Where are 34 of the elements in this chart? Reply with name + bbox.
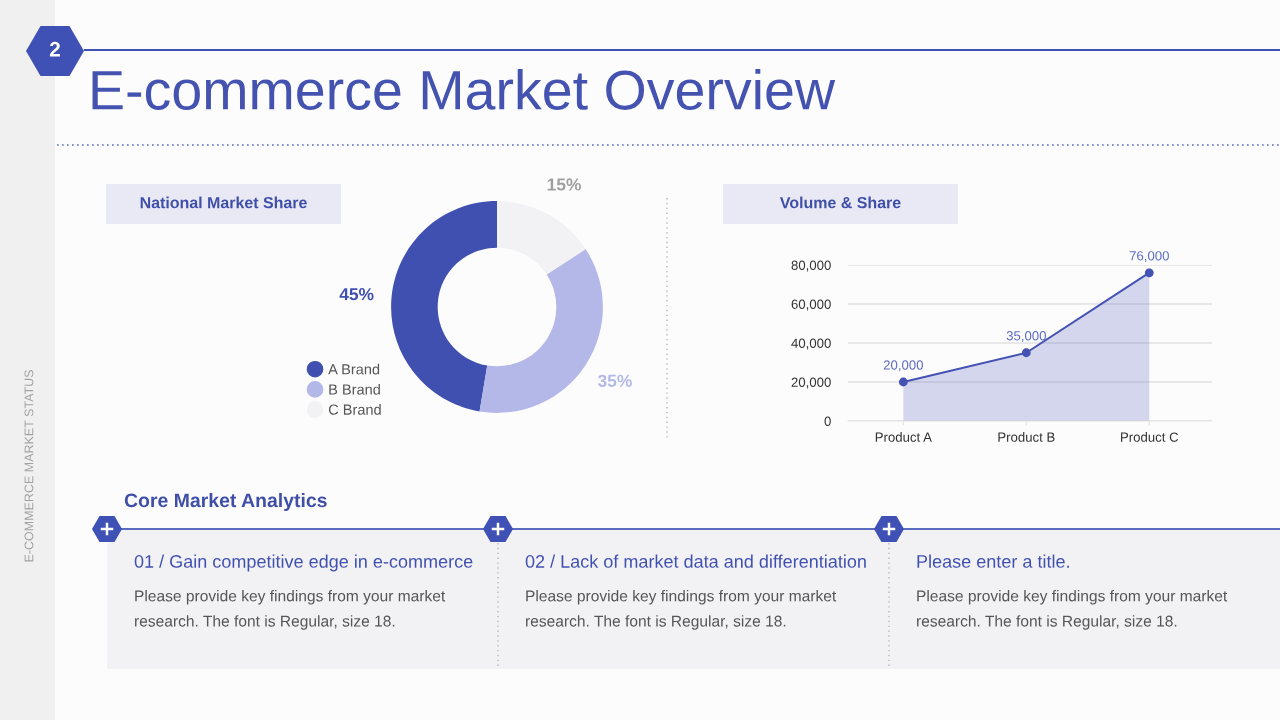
text: Please enter a title.: [917, 554, 1069, 568]
y-tick-label: 60,000: [791, 299, 831, 311]
x-tick-label: Product B: [998, 432, 1055, 442]
y-tick-label: 80,000: [791, 260, 831, 272]
text: Please provide key findings from your market research. The font is Regular, size 18.: [526, 590, 837, 630]
text: 2: [49, 41, 60, 57]
text: Core Market Analytics: [124, 492, 327, 512]
data-label: 76,000: [1129, 251, 1169, 263]
text: Please provide key findings from your market research. The font is Regular, size 18.: [135, 590, 446, 630]
data-label: 20,000: [883, 360, 923, 372]
legend-label: A Brand: [328, 363, 380, 375]
text: E-COMMERCE MARKET STATUS: [24, 370, 34, 562]
text: 02 / Lack of market data and differentiation: [525, 554, 866, 568]
text: E-commerce Market Overview: [92, 69, 836, 110]
legend-label: C Brand: [328, 404, 381, 415]
donut-slice: [497, 201, 586, 275]
x-tick-label: Product A: [875, 432, 932, 442]
donut-slice: [391, 201, 497, 412]
point: [898, 377, 908, 387]
data-label: 35%: [597, 374, 632, 387]
x-tick-label: Product C: [1121, 432, 1179, 442]
data-label: 35,000: [1006, 331, 1046, 342]
data-label: 45%: [339, 288, 374, 301]
text: Please provide key findings from your market research. The font is Regular, size 18.: [917, 590, 1228, 630]
text: National Market Share: [140, 196, 307, 209]
chart-title: Volume & Share: [779, 196, 901, 209]
y-tick-label: 0: [824, 416, 831, 426]
y-tick-label: 40,000: [791, 338, 831, 350]
point: [1144, 268, 1154, 278]
legend-label: B Brand: [329, 383, 380, 395]
y-tick-label: 20,000: [791, 377, 831, 389]
data-label: 15%: [547, 178, 581, 191]
point: [1021, 348, 1031, 358]
text: 01 / Gain competitive edge in e-commerce: [134, 554, 473, 572]
